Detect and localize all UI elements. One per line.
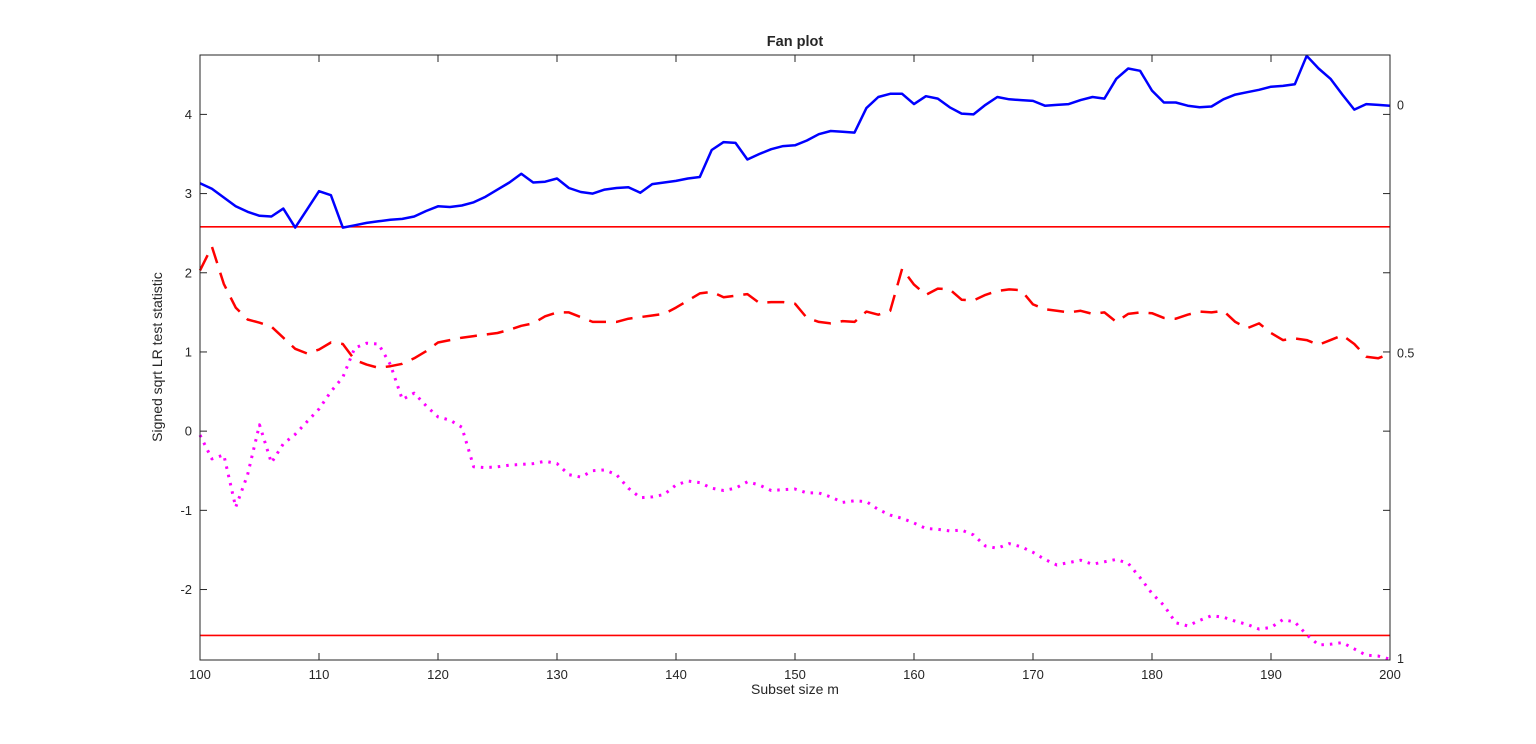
axes-layer: 100 110 120 130 140 150 160 170 180 190 200-2-1012… — [180, 54, 1401, 682]
y-tick-label: -1 — [180, 503, 192, 518]
x-tick-label: 200 — [1379, 667, 1401, 682]
lambda-end-label-1: 0.5 — [1397, 347, 1414, 361]
x-tick-label: 110 — [309, 667, 330, 682]
series-line-lambda-0.5 — [198, 245, 1391, 370]
y-tick-label: -2 — [180, 582, 192, 597]
y-tick-label: 4 — [185, 107, 192, 122]
x-tick-label: 180 — [1141, 667, 1163, 682]
x-tick-label: 150 — [784, 667, 806, 682]
x-tick-label: 130 — [546, 667, 568, 682]
confidence-bands-layer — [200, 226, 1390, 637]
x-tick-label: 100 — [189, 667, 211, 682]
y-tick-label: 3 — [185, 186, 192, 201]
x-tick-label: 160 — [903, 667, 925, 682]
series-layer — [198, 54, 1391, 661]
lambda-end-label-2: 1 — [1397, 652, 1404, 666]
x-tick-label: 170 — [1022, 667, 1044, 682]
chart-title: Fan plot — [767, 34, 824, 50]
x-tick-label: 120 — [427, 667, 449, 682]
y-tick-label: 1 — [185, 344, 192, 359]
x-axis-label: Subset size m — [751, 681, 839, 697]
x-tick-label: 140 — [665, 667, 687, 682]
series-line-lambda-0 — [199, 54, 1391, 229]
y-tick-label: 0 — [185, 424, 192, 439]
x-tick-label: 190 — [1260, 667, 1282, 682]
series-line-lambda-1 — [198, 341, 1391, 661]
lambda-end-label-0: 0 — [1397, 99, 1404, 113]
y-tick-label: 2 — [185, 265, 192, 280]
y-axis-label: Signed sqrt LR test statistic — [149, 272, 165, 442]
